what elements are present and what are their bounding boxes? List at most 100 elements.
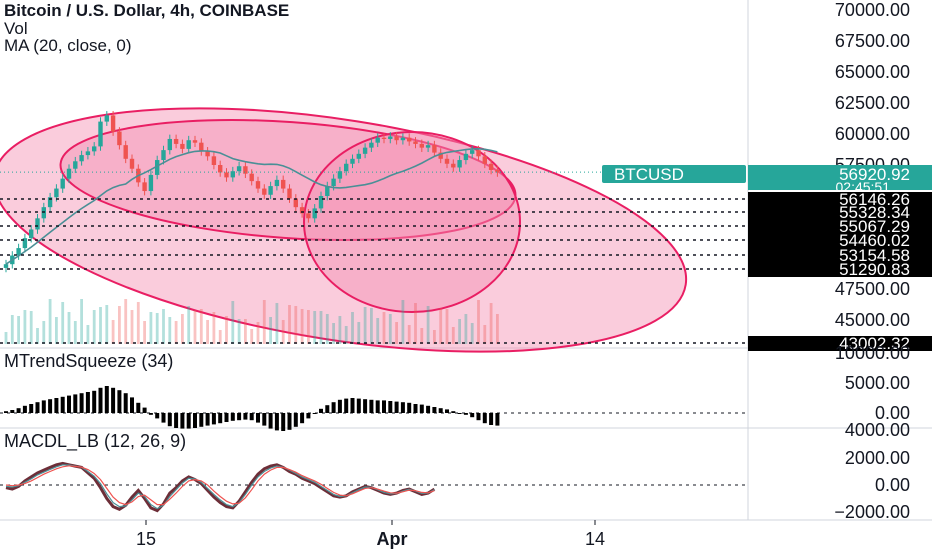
squeeze-tick-label: 10000.00 — [835, 343, 910, 363]
ma-legend[interactable]: MA (20, close, 0) — [4, 36, 132, 55]
histogram-bar — [331, 402, 336, 413]
histogram-bar — [426, 405, 431, 413]
histogram-bar — [249, 413, 254, 421]
volume-bar — [313, 311, 317, 344]
histogram-bar — [85, 392, 90, 413]
volume-bar — [420, 328, 424, 344]
candle-body — [369, 142, 374, 148]
time-tick-label: 15 — [136, 529, 156, 549]
candle-body — [16, 248, 21, 256]
candle-body — [495, 169, 500, 173]
candle-body — [224, 172, 229, 178]
ellipse-drawings[interactable] — [0, 67, 703, 394]
volume-bar — [130, 310, 134, 344]
volume-legend[interactable]: Vol — [4, 19, 28, 38]
histogram-bar — [193, 413, 197, 428]
histogram-bar — [363, 399, 368, 413]
chart-title[interactable]: Bitcoin / U.S. Dollar, 4h, COINBASE — [4, 1, 290, 20]
volume-bar — [426, 306, 430, 344]
histogram-bar — [148, 413, 153, 415]
candle-body — [375, 137, 380, 143]
histogram-bar — [337, 399, 342, 413]
candle-body — [148, 174, 154, 192]
histogram-bar — [136, 402, 141, 413]
volume-bar — [332, 323, 335, 344]
volume-bar — [206, 320, 209, 344]
histogram-bar — [312, 413, 317, 414]
volume-bar — [414, 303, 417, 344]
histogram-bar — [199, 413, 204, 427]
histogram-bar — [306, 413, 311, 419]
level-tag — [748, 262, 932, 277]
time-axis[interactable]: 15 Apr 14 — [136, 520, 605, 549]
horizontal-levels — [0, 171, 748, 344]
histogram-bar — [470, 413, 475, 418]
price-tick-label: 62500.00 — [835, 93, 910, 113]
macd-legend[interactable]: MACDL_LB (12, 26, 9) — [4, 431, 187, 451]
candle-body — [161, 150, 166, 161]
histogram-bar — [22, 405, 27, 413]
volume-bar — [451, 327, 455, 344]
histogram-bar — [438, 408, 443, 413]
price-tick-label: 70000.00 — [835, 0, 910, 20]
volume-bar — [231, 301, 235, 344]
candle-body — [299, 207, 305, 214]
histogram-bar — [218, 413, 223, 424]
histogram-bar — [67, 395, 71, 413]
candle-body — [432, 145, 437, 153]
histogram-bar — [10, 410, 15, 413]
volume-bar — [319, 311, 323, 344]
candle-body — [287, 188, 292, 199]
volume-bar — [250, 329, 254, 344]
candle-body — [205, 151, 210, 157]
volume-bar — [363, 307, 367, 344]
volume-bar — [407, 325, 411, 344]
histogram-bar — [293, 413, 298, 427]
histogram-bar — [400, 402, 405, 413]
histogram-bar — [369, 399, 374, 413]
candle-body — [394, 136, 399, 141]
price-tick-label: 47500.00 — [835, 279, 910, 299]
squeeze-legend[interactable]: MTrendSqueeze (34) — [4, 351, 174, 371]
level-tag-label: 53154.58 — [839, 246, 910, 265]
candle-body — [476, 150, 481, 157]
level-tag-label: 55328.34 — [839, 203, 910, 222]
volume-bar — [80, 299, 83, 344]
histogram-bar — [48, 399, 53, 413]
volume-bar — [225, 316, 228, 344]
volume-bar — [174, 321, 178, 344]
histogram-bar — [92, 390, 97, 413]
candle-body — [85, 151, 91, 156]
histogram-bar — [174, 413, 179, 428]
histogram-bar — [230, 413, 235, 421]
candle-body — [255, 181, 261, 189]
volume-bar — [433, 330, 436, 344]
histogram-bar — [457, 413, 462, 414]
candle-body — [451, 163, 456, 168]
volume-bar — [325, 314, 329, 344]
histogram-bar — [407, 402, 412, 413]
candle-body — [199, 142, 204, 152]
squeeze-histogram — [0, 386, 748, 431]
histogram-bar — [35, 402, 40, 413]
price-tick-label: 60000.00 — [835, 124, 910, 144]
candle-body — [167, 138, 172, 151]
level-tag-label: 56146.26 — [839, 190, 910, 209]
price-axis[interactable]: 56146.2655328.3455067.2954460.0253154.58… — [602, 0, 932, 522]
candle-body — [236, 166, 242, 172]
volume-bar — [351, 312, 354, 344]
candle-body — [211, 156, 217, 165]
histogram-bar — [451, 411, 456, 413]
histogram-bar — [180, 413, 185, 429]
volume-bar — [445, 309, 449, 344]
volume-bar — [439, 308, 443, 344]
candle-body — [470, 150, 475, 154]
candle-body — [129, 158, 135, 169]
macd-series-line — [5, 465, 435, 506]
volume-bar — [193, 310, 197, 344]
candle-body — [306, 213, 311, 219]
candle-body — [488, 163, 494, 170]
histogram-bar — [60, 396, 65, 413]
candle-body — [413, 141, 418, 144]
volume-bar — [281, 320, 285, 344]
